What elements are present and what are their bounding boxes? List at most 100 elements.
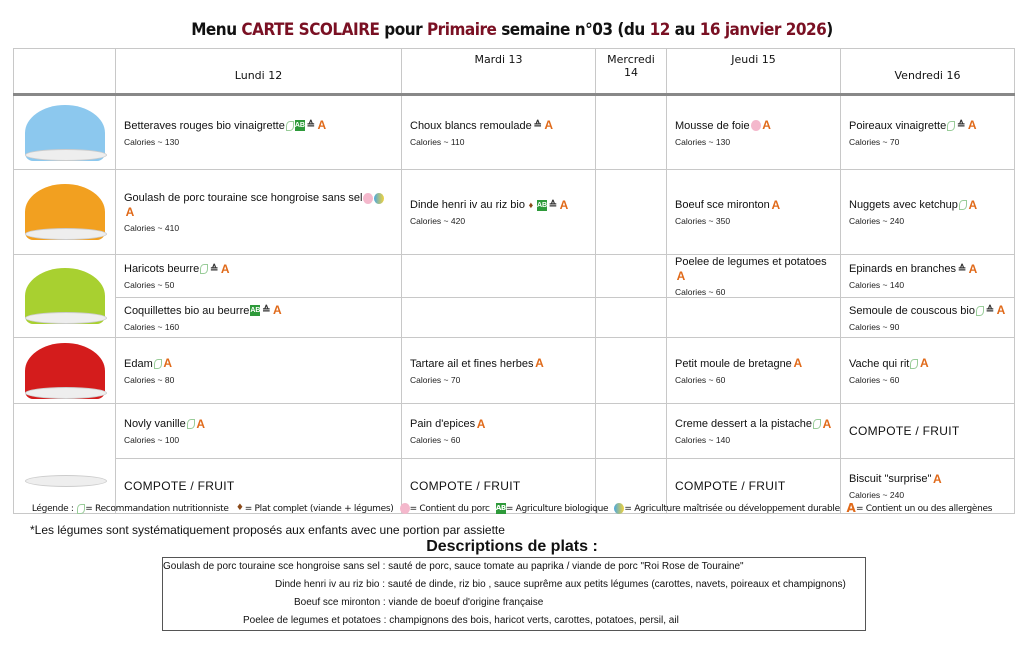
nutrition-leaf-icon bbox=[77, 503, 86, 514]
dish-name: Boeuf sce mironton A bbox=[675, 197, 781, 212]
day-header: Mercredi 14 bbox=[595, 48, 667, 96]
calories: Calories ~ 60 bbox=[675, 287, 726, 297]
dish-name: Petit moule de bretagne A bbox=[675, 356, 803, 371]
allergen-icon: A bbox=[968, 197, 978, 212]
category-image bbox=[13, 403, 116, 514]
menu-cell-mercredi bbox=[595, 94, 667, 170]
allergen-icon: A bbox=[771, 197, 781, 212]
plate-icon bbox=[24, 386, 107, 399]
category-image bbox=[13, 337, 116, 404]
dish-name: Choux blancs remoulade ≙ A bbox=[410, 118, 554, 133]
allergen-icon: A bbox=[535, 356, 544, 371]
calories: Calories ~ 420 bbox=[410, 216, 466, 226]
calories: Calories ~ 60 bbox=[410, 435, 461, 445]
category-image bbox=[13, 94, 116, 170]
description-line: Goulash de porc touraine sce hongroise s… bbox=[163, 561, 744, 572]
description-line: Poelee de legumes et potatoes : champign… bbox=[243, 615, 679, 626]
menu-cell-vendredi: Nuggets avec ketchup A Calories ~ 240 bbox=[840, 169, 1015, 255]
menu-cell-vendredi: Biscuit "surprise" A Calories ~ 240 bbox=[840, 458, 1015, 514]
calories: Calories ~ 410 bbox=[124, 223, 180, 233]
dish-name: Semoule de couscous bio ≙ A bbox=[849, 303, 1006, 318]
leaf-icon bbox=[200, 264, 209, 275]
allergen-icon: A bbox=[676, 268, 686, 283]
day-header: Jeudi 15 bbox=[666, 48, 841, 96]
calories: Calories ~ 90 bbox=[849, 321, 900, 332]
menu-cell-lundi: Haricots beurre ≙ A Calories ~ 50 bbox=[115, 254, 402, 298]
dish-name: COMPOTE / FRUIT bbox=[410, 479, 521, 493]
menu-cell-lundi: COMPOTE / FRUIT bbox=[115, 458, 402, 514]
menu-row-legume1: Haricots beurre ≙ A Calories ~ 50 Poelee de … bbox=[13, 254, 1015, 338]
dish-name: Biscuit "surprise" A bbox=[849, 471, 942, 486]
allergen-icon: A bbox=[544, 118, 554, 133]
dish-name: Haricots beurre ≙ A bbox=[124, 261, 230, 276]
menu-cell-mardi: Tartare ail et fines herbes A Calories ~ 7… bbox=[401, 337, 596, 404]
menu-row-fromage: Edam A Calories ~ 80 Tartare ail et fines h… bbox=[13, 337, 1015, 404]
menu-table: Lundi 12 Mardi 13 Mercredi 14 Jeudi 15 V… bbox=[13, 48, 1015, 514]
calories: Calories ~ 130 bbox=[124, 136, 180, 147]
calories: Calories ~ 160 bbox=[124, 321, 180, 332]
menu-cell-jeudi: Creme dessert a la pistache A Calories ~ 1… bbox=[666, 403, 841, 459]
dish-name: COMPOTE / FRUIT bbox=[675, 479, 786, 493]
menu-row-dessert1: Novly vanille A Calories ~ 100 Pain d'epice… bbox=[13, 403, 1015, 514]
homemade-icon: ≙ bbox=[210, 263, 219, 275]
plate-icon bbox=[24, 148, 107, 161]
header-row: Lundi 12 Mardi 13 Mercredi 14 Jeudi 15 V… bbox=[13, 48, 1015, 96]
dish-name: Nuggets avec ketchup A bbox=[849, 197, 978, 212]
calories: Calories ~ 100 bbox=[124, 435, 180, 445]
entree-image bbox=[24, 104, 107, 161]
calories: Calories ~ 350 bbox=[675, 216, 731, 226]
homemade-icon: ≙ bbox=[306, 120, 316, 132]
menu-cell-vendredi: Vache qui rit A Calories ~ 60 bbox=[840, 337, 1015, 404]
menu-cell-vendredi: Epinards en branches ≙ A Calories ~ 140 bbox=[840, 254, 1015, 298]
homemade-icon: ≙ bbox=[985, 305, 995, 317]
menu-row-entree: Betteraves rouges bio vinaigrette AB ≙ A Cal… bbox=[13, 94, 1015, 170]
menu-cell-mardi: Choux blancs remoulade ≙ A Calories ~ 110 bbox=[401, 94, 596, 170]
pork-icon bbox=[399, 503, 410, 514]
allergen-icon: A bbox=[125, 204, 135, 219]
durable-icon bbox=[374, 192, 385, 204]
menu-cell-lundi: Edam A Calories ~ 80 bbox=[115, 337, 402, 404]
menu-cell-mercredi bbox=[595, 337, 667, 404]
dish-name: Epinards en branches ≙ A bbox=[849, 261, 978, 276]
fromage-image bbox=[24, 342, 107, 399]
dish-name: COMPOTE / FRUIT bbox=[124, 479, 235, 493]
homemade-icon: ≙ bbox=[533, 120, 542, 132]
menu-cell-jeudi: Boeuf sce mironton A Calories ~ 350 bbox=[666, 169, 841, 255]
menu-cell-lundi: Goulash de porc touraine sce hongroise s… bbox=[115, 169, 402, 255]
menu-cell-jeudi: Petit moule de bretagne A Calories ~ 60 bbox=[666, 337, 841, 404]
allergen-icon: A bbox=[559, 197, 569, 212]
leaf-icon bbox=[812, 419, 821, 430]
dessert1-image bbox=[24, 430, 107, 487]
legend: Légende : = Recommandation nutritionnist… bbox=[31, 501, 993, 515]
day-header: Mardi 13 bbox=[401, 48, 596, 96]
allergen-icon: A bbox=[762, 118, 771, 133]
day-header: Lundi 12 bbox=[115, 48, 402, 96]
allergen-icon: A bbox=[996, 303, 1006, 318]
dish-name: Dinde henri iv au riz bio ♦ AB ≙ A bbox=[410, 197, 569, 212]
menu-cell-mardi: Pain d'epices A Calories ~ 60 bbox=[401, 403, 596, 459]
allergen-icon: A bbox=[822, 416, 832, 431]
menu-cell-jeudi bbox=[666, 297, 841, 338]
allergen-icon: A bbox=[919, 356, 929, 371]
allergen-icon: A bbox=[476, 416, 486, 431]
calories: Calories ~ 80 bbox=[124, 374, 175, 385]
menu-cell-mercredi bbox=[595, 403, 667, 459]
plate-icon bbox=[24, 228, 107, 240]
pig-icon bbox=[750, 120, 761, 132]
dish-name: Betteraves rouges bio vinaigrette AB ≙ A bbox=[124, 118, 327, 133]
menu-cell-lundi: Novly vanille A Calories ~ 100 bbox=[115, 403, 402, 459]
dish-name: Novly vanille A bbox=[124, 416, 206, 431]
leaf-icon bbox=[975, 305, 984, 316]
allergen-icon: A bbox=[967, 118, 977, 133]
homemade-icon: ≙ bbox=[957, 263, 967, 275]
dish-name: Poelee de legumes et potatoesA bbox=[675, 256, 827, 283]
leaf-icon bbox=[958, 200, 967, 211]
vegetables-note: *Les légumes sont systématiquement propo… bbox=[30, 523, 505, 537]
plat-image bbox=[24, 184, 107, 240]
menu-cell-mercredi bbox=[595, 254, 667, 298]
homemade-icon: ≙ bbox=[957, 120, 966, 132]
calories: Calories ~ 240 bbox=[849, 216, 905, 226]
leaf-icon bbox=[186, 419, 195, 430]
allergen-icon: A bbox=[968, 261, 978, 276]
pig-icon bbox=[363, 192, 374, 204]
